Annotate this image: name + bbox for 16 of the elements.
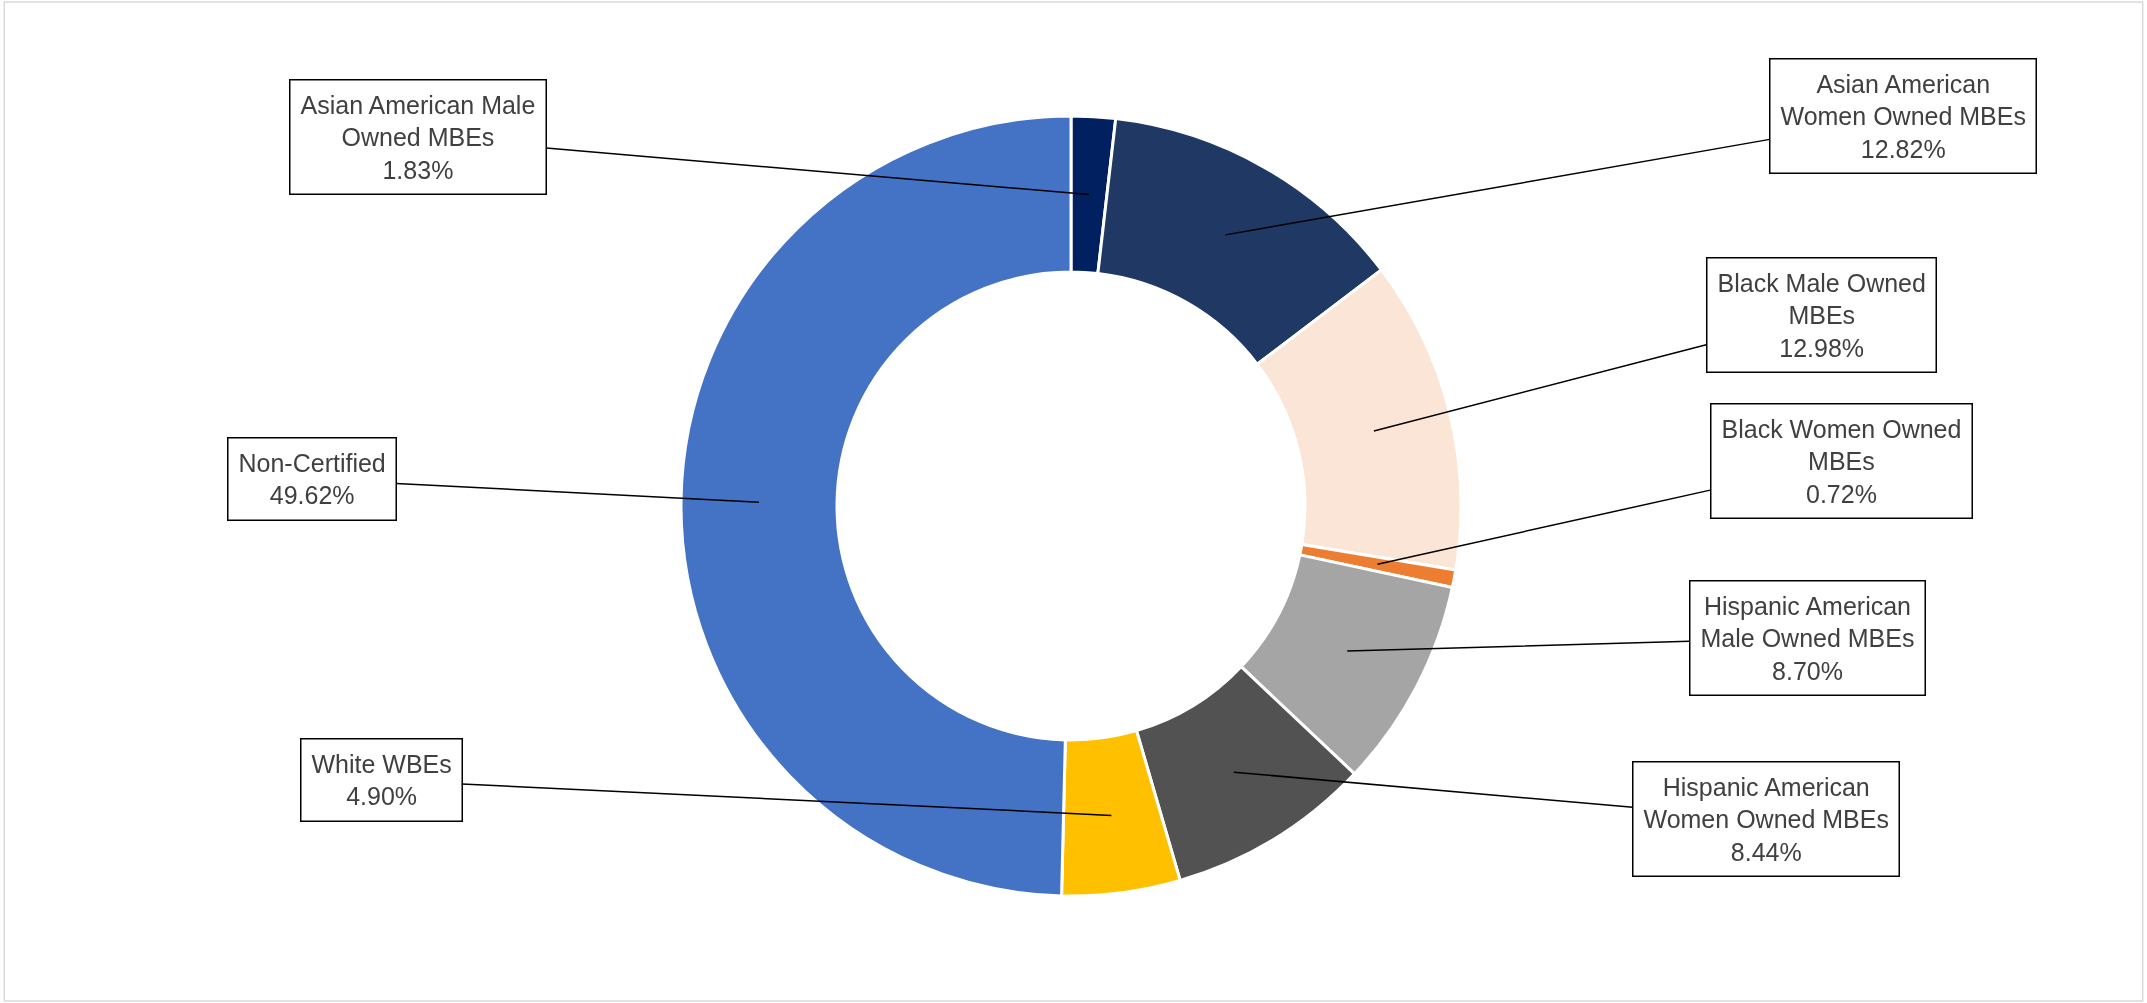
slice-label: Non-Certified (238, 448, 386, 477)
data-label: 4.90% (346, 782, 418, 810)
slice-label: Black Male Owned MBEs (1717, 268, 1926, 329)
data-label: 1.83% (382, 155, 454, 184)
slice-label: Hispanic American Male Owned MBEs (1700, 591, 1915, 652)
data-label: 12.82% (1860, 134, 1946, 163)
data-label: 8.70% (1772, 656, 1843, 685)
slice-label: Black Women Owned MBEs (1721, 414, 1962, 475)
slice-label: Hispanic American Women Owned MBEs (1643, 772, 1889, 833)
data-label: 0.72% (1806, 479, 1877, 508)
slice-label: White WBEs (311, 749, 452, 778)
slice-label: Asian American Male Owned MBEs (300, 90, 536, 151)
data-label: 8.44% (1730, 837, 1802, 866)
slice-label: Asian American Women Owned MBEs (1780, 69, 2026, 130)
data-label: 12.98% (1779, 333, 1865, 362)
data-label: 49.62% (269, 481, 355, 509)
